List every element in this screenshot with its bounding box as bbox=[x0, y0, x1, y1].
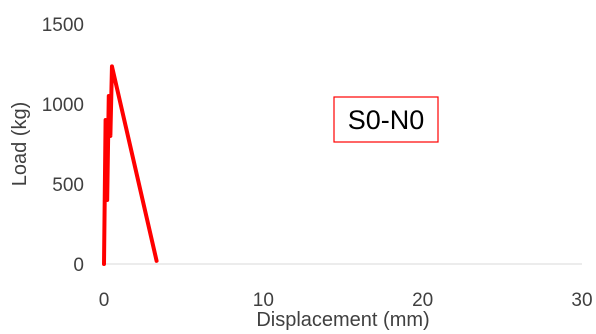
annotation-label: S0-N0 bbox=[348, 105, 425, 135]
x-axis-title: Displacement (mm) bbox=[256, 309, 429, 331]
series-line bbox=[102, 64, 159, 266]
y-tick-label: 500 bbox=[52, 175, 84, 196]
y-tick-label: 1000 bbox=[42, 95, 84, 116]
y-tick-label: 0 bbox=[73, 255, 84, 276]
y-axis-title: Load (kg) bbox=[9, 102, 31, 187]
y-tick-label: 1500 bbox=[42, 15, 84, 36]
x-tick-labels: 0 10 20 30 bbox=[99, 290, 593, 311]
y-tick-labels: 0 500 1000 1500 bbox=[42, 15, 84, 276]
x-tick-label: 0 bbox=[99, 290, 110, 311]
series-group bbox=[102, 64, 159, 266]
x-tick-label: 10 bbox=[253, 290, 274, 311]
x-tick-label: 20 bbox=[412, 290, 433, 311]
annotation-border bbox=[333, 96, 439, 143]
x-tick-label: 30 bbox=[571, 290, 592, 311]
annotation-box: S0-N0 bbox=[333, 96, 439, 143]
